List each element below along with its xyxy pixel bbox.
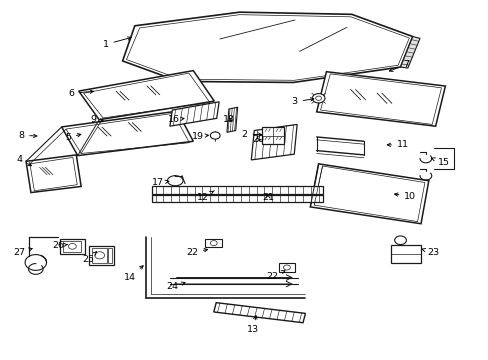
Circle shape: [315, 96, 321, 100]
Polygon shape: [316, 72, 445, 126]
Text: 19: 19: [192, 132, 208, 141]
Text: 3: 3: [291, 97, 313, 106]
Polygon shape: [261, 127, 284, 144]
Text: 2: 2: [241, 130, 261, 139]
Circle shape: [95, 252, 104, 259]
Text: 7: 7: [388, 60, 408, 71]
Text: 4: 4: [16, 155, 31, 166]
Polygon shape: [213, 303, 305, 323]
Text: 22: 22: [266, 271, 285, 280]
Text: 14: 14: [123, 266, 143, 282]
Polygon shape: [390, 245, 420, 263]
Polygon shape: [122, 12, 412, 82]
Text: 24: 24: [166, 282, 184, 291]
Text: 5: 5: [65, 133, 81, 142]
Text: 27: 27: [13, 248, 32, 257]
Text: 13: 13: [247, 316, 259, 334]
Polygon shape: [26, 155, 81, 193]
Text: 1: 1: [102, 37, 131, 49]
Polygon shape: [79, 71, 214, 120]
Text: 25: 25: [82, 252, 96, 264]
Circle shape: [312, 94, 325, 103]
Circle shape: [394, 236, 406, 244]
Text: 11: 11: [386, 140, 408, 149]
Circle shape: [68, 243, 76, 249]
Text: 9: 9: [90, 114, 103, 123]
Text: 20: 20: [252, 135, 264, 144]
Text: 15: 15: [431, 158, 448, 167]
Polygon shape: [169, 102, 219, 126]
Circle shape: [210, 132, 220, 139]
Circle shape: [283, 265, 290, 270]
Text: 12: 12: [197, 191, 214, 202]
Text: 26: 26: [52, 241, 67, 250]
Text: 23: 23: [421, 248, 439, 257]
Text: 16: 16: [167, 115, 183, 124]
Text: 6: 6: [68, 89, 93, 98]
Polygon shape: [310, 164, 428, 224]
Circle shape: [210, 240, 217, 246]
Polygon shape: [278, 263, 295, 272]
Polygon shape: [400, 37, 419, 68]
Text: 17: 17: [151, 178, 169, 187]
Polygon shape: [152, 186, 322, 194]
Text: 22: 22: [185, 248, 207, 257]
Polygon shape: [60, 239, 84, 253]
Text: 21: 21: [262, 193, 273, 202]
Polygon shape: [251, 125, 297, 160]
Polygon shape: [152, 195, 322, 202]
Text: 10: 10: [394, 192, 415, 201]
Polygon shape: [205, 239, 222, 247]
Polygon shape: [61, 111, 193, 156]
Text: 18: 18: [223, 115, 234, 124]
Polygon shape: [89, 246, 114, 265]
Text: 8: 8: [18, 131, 37, 140]
Polygon shape: [226, 107, 237, 132]
